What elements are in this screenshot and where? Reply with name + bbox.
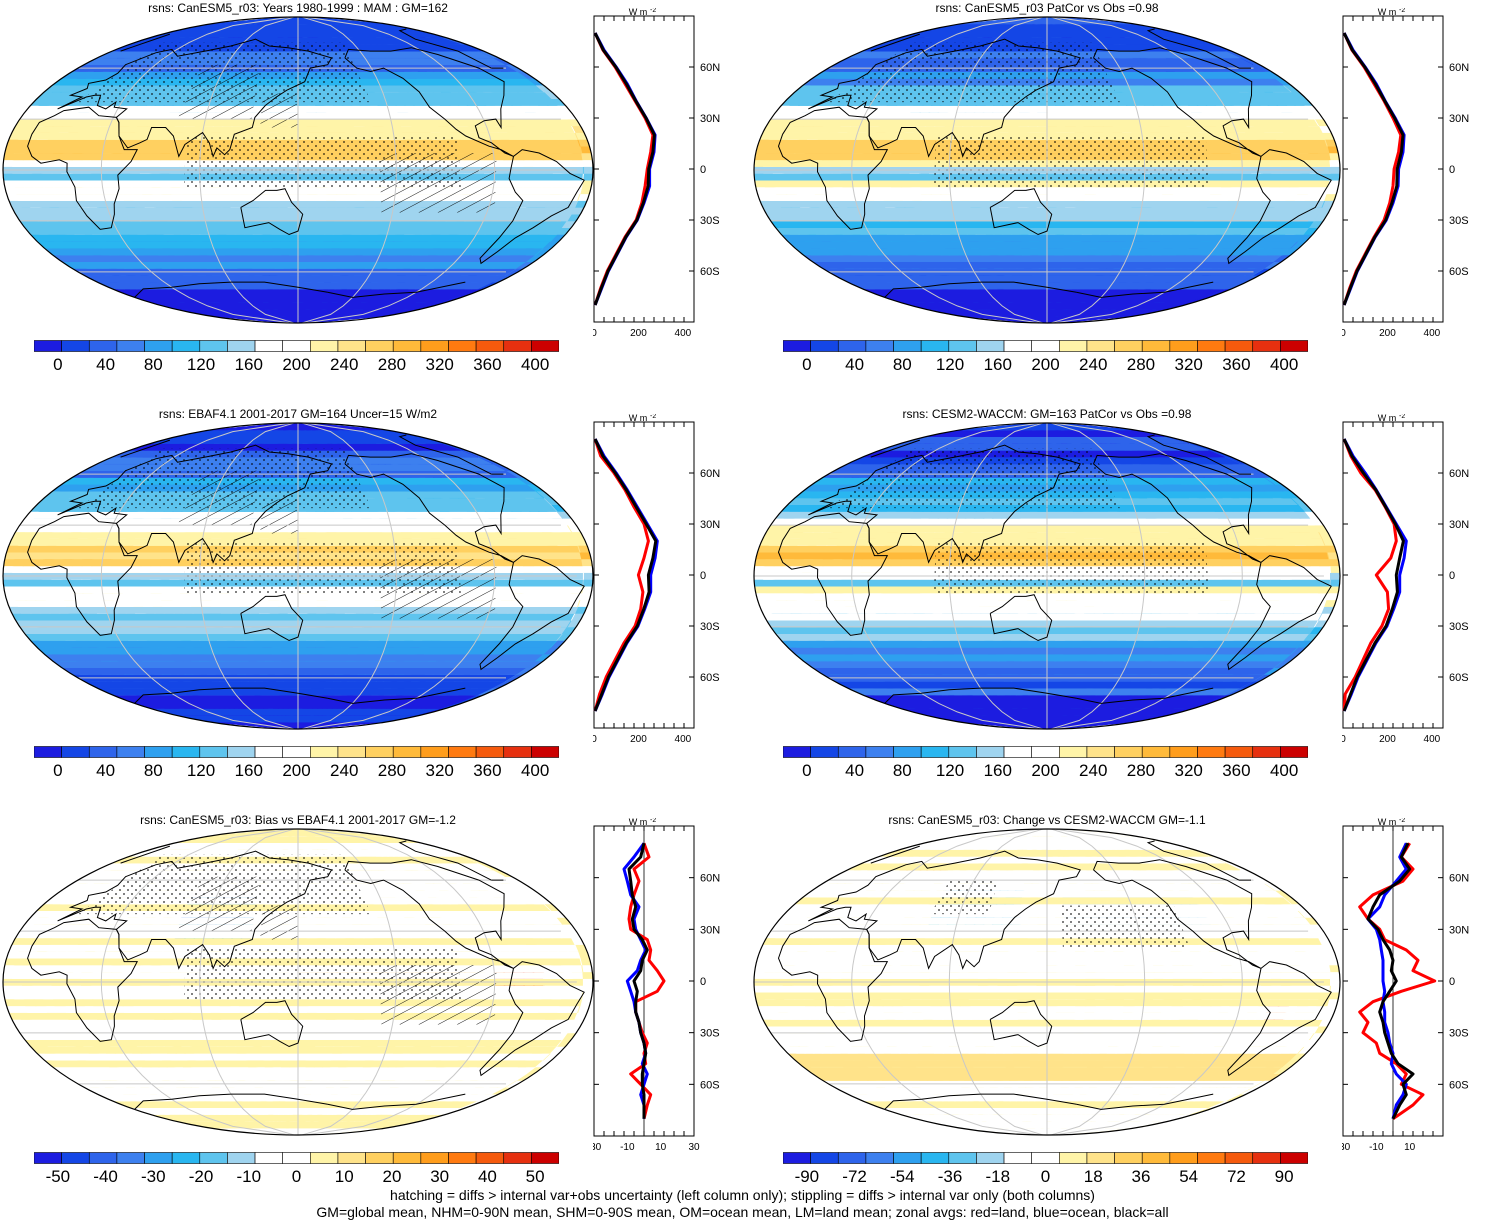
- colorbar-swatch: [310, 340, 339, 352]
- world-map: [753, 16, 1341, 324]
- field-cell: [150, 302, 441, 310]
- colorbar-label: 120: [186, 355, 216, 374]
- colorbar-swatch: [282, 340, 311, 352]
- field-cell: [30, 234, 557, 242]
- field-cell: [36, 241, 551, 249]
- colorbar-label: 400: [520, 355, 550, 374]
- zonal-mean-plot: W m -2 60N 30N 0 30S 60S 0 200 400: [593, 8, 720, 339]
- field-cell: [762, 207, 1322, 215]
- colorbar-label: 160: [234, 355, 263, 374]
- zonal-lat-tick-label: 30S: [700, 215, 720, 227]
- field-cell: [880, 295, 1209, 303]
- field-cell: [52, 254, 536, 262]
- field-cell: [900, 302, 1189, 310]
- field-cell: [84, 274, 505, 283]
- field-cell: [755, 186, 1329, 195]
- field-cell: [862, 288, 1226, 297]
- panel-base-climatology: rsns: CanESM5_r03: Years 1980-1999 : MAM…: [0, 0, 720, 390]
- colorbar-swatch: [531, 340, 559, 352]
- field-cell: [802, 254, 1284, 262]
- colorbar-label: 40: [96, 355, 116, 374]
- field-cell: [781, 234, 1305, 242]
- colorbar-swatch: [503, 340, 532, 352]
- colorbar-label: 0: [53, 355, 63, 374]
- field-cell: [834, 274, 1253, 283]
- field-cell: [757, 193, 1327, 201]
- field-cell: [150, 30, 441, 38]
- colorbar-swatch: [171, 340, 201, 352]
- field-cell: [129, 295, 461, 303]
- field-cell: [766, 213, 1319, 222]
- colorbar-swatch: [392, 340, 422, 352]
- field-cell: [762, 125, 1322, 133]
- zonal-x-tick-label: 0: [593, 328, 597, 339]
- panel-title: rsns: CanESM5_r03: Years 1980-1999 : MAM…: [148, 1, 448, 15]
- colorbar-swatch: [61, 340, 90, 352]
- field-cell: [811, 261, 1275, 269]
- colorbar-swatch: [88, 340, 118, 352]
- colorbar-label: 200: [282, 355, 311, 374]
- colorbar-swatch: [144, 340, 173, 352]
- colorbar-label: 240: [330, 355, 359, 374]
- zonal-lat-tick-label: 0: [700, 164, 706, 176]
- field-cell: [19, 220, 567, 228]
- colorbar-swatch: [475, 340, 505, 352]
- field-cell: [787, 241, 1298, 249]
- colorbar-swatch: [199, 340, 228, 352]
- field-cell: [15, 213, 572, 222]
- zonal-lat-tick-label: 60N: [700, 62, 720, 74]
- field-cell: [925, 308, 1165, 317]
- colorbar-swatch: [365, 340, 394, 352]
- panel-title: rsns: CanESM5_r03 PatCor vs Obs =0.98: [935, 1, 1159, 15]
- colorbar-swatch: [34, 340, 62, 352]
- colorbar-swatch: [448, 340, 477, 352]
- colorbar: [34, 340, 559, 352]
- colorbar-label: 80: [143, 355, 163, 374]
- field-cell: [770, 220, 1315, 228]
- field-cell: [61, 261, 527, 269]
- world-map: [2, 16, 594, 324]
- field-cell: [794, 247, 1291, 256]
- colorbar-label: 360: [473, 355, 502, 374]
- colorbar-label: 320: [425, 355, 454, 374]
- field-cell: [175, 23, 416, 31]
- field-cell: [112, 288, 478, 297]
- colorbar-label: 280: [377, 355, 407, 374]
- colorbar-swatch: [254, 340, 283, 352]
- colorbar-swatch: [227, 340, 256, 352]
- field-cell: [175, 308, 416, 317]
- colorbar-swatch: [337, 340, 366, 352]
- zonal-units-label: W m: [629, 8, 648, 17]
- field-cell: [43, 247, 544, 256]
- zonal-x-tick-label: 200: [630, 328, 647, 339]
- colorbar-swatch: [420, 340, 449, 352]
- colorbar-swatch: [116, 340, 145, 352]
- zonal-units-sup: -2: [650, 8, 656, 14]
- zonal-x-tick-label: 400: [675, 328, 692, 339]
- zonal-lat-tick-label: 30N: [700, 113, 720, 125]
- zonal-lat-tick-label: 60S: [700, 266, 720, 278]
- panel-patcor: rsns: CanESM5_r03 PatCor vs Obs =0.98 W m…: [745, 0, 1485, 390]
